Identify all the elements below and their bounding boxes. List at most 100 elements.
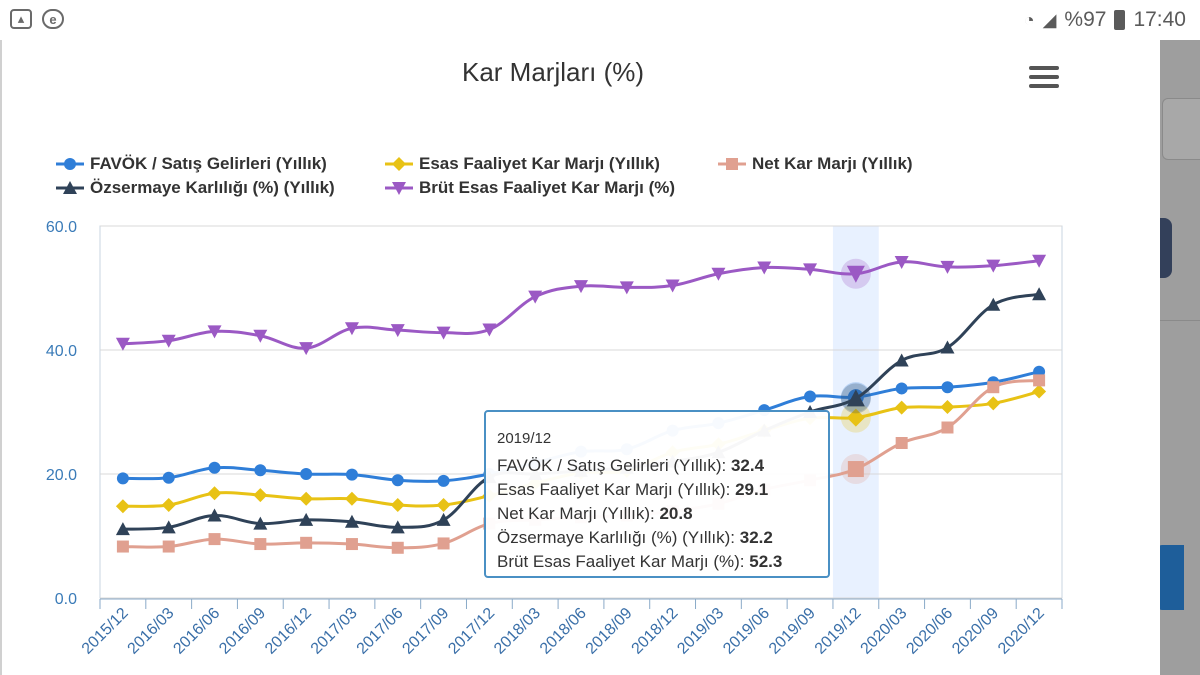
- data-point: [804, 390, 817, 403]
- legend-marker: [392, 182, 406, 195]
- data-point: [116, 472, 129, 485]
- legend-marker: [63, 181, 77, 194]
- x-tick-label: 2018/03: [491, 605, 544, 658]
- x-tick-label: 2019/09: [766, 605, 819, 658]
- data-point: [115, 337, 130, 351]
- data-point: [619, 281, 634, 295]
- signal-icon: ◢: [1042, 9, 1057, 30]
- tooltip-date: 2019/12: [497, 430, 552, 447]
- data-point: [941, 421, 954, 434]
- data-point: [895, 437, 908, 449]
- legend-label: Brüt Esas Faaliyet Kar Marjı (%): [419, 178, 676, 197]
- data-point: [253, 516, 268, 530]
- data-point: [116, 540, 129, 553]
- data-point: [345, 468, 358, 481]
- tooltip-row: Esas Faaliyet Kar Marjı (Yıllık): 29.1: [497, 480, 769, 499]
- data-point: [846, 389, 865, 407]
- data-point: [437, 537, 450, 550]
- status-bar: ▴ e ◔ ◢ %97 17:40: [0, 0, 1200, 40]
- legend-marker: [64, 158, 76, 170]
- data-point: [390, 324, 405, 338]
- x-tick-label: 2017/12: [445, 605, 498, 658]
- data-point: [987, 381, 1000, 394]
- x-tick-label: 2016/12: [262, 605, 315, 658]
- data-point: [208, 533, 221, 546]
- data-point: [940, 260, 955, 274]
- legend-marker: [726, 158, 738, 170]
- clock: 17:40: [1133, 8, 1186, 31]
- x-tick-label: 2020/03: [858, 605, 911, 658]
- data-point: [207, 508, 222, 522]
- x-tick-label: 2019/06: [720, 605, 773, 658]
- data-point: [482, 323, 497, 337]
- x-tick-label: 2017/09: [399, 605, 452, 658]
- background-divider: [1160, 320, 1200, 321]
- data-point: [253, 488, 268, 503]
- data-point: [162, 540, 175, 553]
- data-point: [846, 408, 865, 427]
- data-point: [1032, 384, 1047, 399]
- data-point: [390, 498, 405, 512]
- data-point: [390, 520, 405, 534]
- data-point: [161, 334, 176, 348]
- data-point: [436, 326, 451, 340]
- battery-icon: [1114, 10, 1126, 30]
- data-point: [161, 498, 176, 512]
- data-point: [986, 259, 1001, 273]
- data-point: [847, 461, 864, 478]
- data-point: [574, 280, 588, 294]
- legend-label: FAVÖK / Satış Gelirleri (Yıllık): [90, 154, 327, 173]
- legend-symbol: [56, 158, 84, 170]
- data-point: [711, 267, 726, 281]
- data-point: [1033, 374, 1046, 387]
- x-tick-label: 2016/09: [216, 605, 269, 658]
- legend-label: Özsermaye Karlılığı (%) (Yıllık): [90, 178, 335, 197]
- data-point: [208, 461, 221, 474]
- data-point: [803, 263, 818, 277]
- data-point: [846, 265, 865, 283]
- image-icon: ▴: [10, 9, 32, 29]
- data-point: [894, 400, 909, 415]
- data-point: [895, 382, 908, 395]
- wifi-icon: ◔: [1023, 9, 1035, 30]
- y-tick-label: 0.0: [55, 591, 77, 608]
- data-point: [941, 381, 954, 394]
- battery-percent: %97: [1064, 8, 1107, 31]
- chart-menu-button[interactable]: [1029, 66, 1059, 90]
- data-point: [207, 486, 222, 501]
- series-4: [115, 254, 1047, 356]
- x-tick-label: 2018/09: [583, 605, 636, 658]
- y-tick-label: 20.0: [46, 467, 77, 484]
- legend-symbol: [718, 158, 746, 170]
- y-tick-label: 40.0: [46, 343, 77, 360]
- data-point: [757, 261, 772, 275]
- data-point: [254, 538, 267, 551]
- background-input: [1162, 98, 1200, 160]
- tooltip-row: Özsermaye Karlılığı (%) (Yıllık): 32.2: [497, 528, 773, 547]
- data-point: [1032, 287, 1047, 301]
- data-point: [436, 498, 451, 512]
- data-point: [940, 340, 955, 354]
- data-point: [300, 468, 313, 480]
- data-point: [528, 290, 543, 304]
- tooltip-row: FAVÖK / Satış Gelirleri (Yıllık): 32.4: [497, 456, 765, 475]
- data-point: [254, 464, 267, 477]
- data-point: [344, 322, 359, 336]
- x-tick-label: 2017/03: [308, 605, 361, 658]
- data-point: [1032, 254, 1047, 268]
- data-point: [986, 297, 1001, 311]
- data-point: [344, 491, 359, 506]
- tooltip-row: Net Kar Marjı (Yıllık): 20.8: [497, 504, 693, 523]
- data-point: [345, 538, 358, 551]
- x-tick-label: 2019/12: [812, 605, 865, 658]
- tooltip-row: Brüt Esas Faaliyet Kar Marjı (%): 52.3: [497, 552, 783, 571]
- legend-label: Esas Faaliyet Kar Marjı (Yıllık): [419, 154, 660, 173]
- legend-symbol: [385, 182, 413, 195]
- data-point: [115, 522, 130, 536]
- data-point: [894, 353, 909, 367]
- data-point: [300, 536, 313, 549]
- legend-marker: [392, 157, 406, 171]
- x-tick-label: 2020/12: [995, 605, 1048, 658]
- chart-tooltip: 2019/12 FAVÖK / Satış Gelirleri (Yıllık)…: [484, 410, 830, 578]
- data-point: [207, 325, 222, 339]
